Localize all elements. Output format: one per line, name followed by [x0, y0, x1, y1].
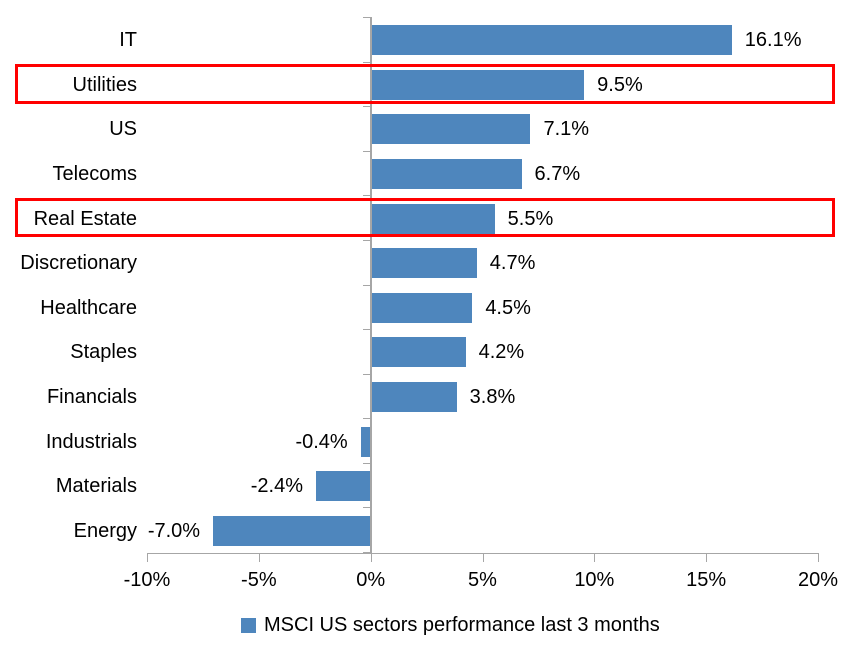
value-label-utilities: 9.5% — [597, 73, 643, 96]
category-label-telecoms: Telecoms — [52, 163, 137, 186]
bar-energy — [213, 515, 370, 546]
x-axis-tick — [706, 553, 708, 562]
value-label-staples: 4.2% — [478, 341, 525, 364]
x-axis-tick — [482, 553, 484, 562]
category-axis-tick — [362, 552, 370, 553]
legend-marker-icon — [241, 617, 256, 633]
category-axis-tick — [362, 507, 370, 509]
bar-real-estate — [371, 203, 495, 234]
legend-label: MSCI US sectors performance last 3 month… — [264, 614, 660, 636]
value-label-it: 16.1% — [744, 29, 802, 52]
x-axis-tick-label: 10% — [574, 569, 615, 591]
category-label-financials: Financials — [46, 385, 137, 408]
category-axis-tick — [362, 462, 370, 464]
category-label-real-estate: Real Estate — [33, 207, 137, 230]
category-axis-tick — [362, 106, 370, 108]
value-label-financials: 3.8% — [469, 385, 516, 408]
category-axis-tick — [362, 239, 370, 241]
category-label-staples: Staples — [70, 341, 137, 364]
zero-axis-line — [369, 17, 372, 553]
bar-industrials — [360, 426, 370, 457]
bar-us — [371, 114, 531, 145]
bar-it — [371, 25, 732, 56]
value-label-telecoms: 6.7% — [534, 163, 581, 186]
bar-healthcare — [371, 292, 473, 323]
category-label-industrials: Industrials — [45, 430, 137, 453]
category-axis-tick — [362, 61, 370, 63]
bar-discretionary — [371, 248, 477, 279]
category-axis-tick — [362, 195, 370, 197]
category-label-it: IT — [119, 29, 137, 52]
category-label-materials: Materials — [55, 475, 137, 498]
x-axis-tick-label: 15% — [686, 569, 727, 591]
x-axis-tick — [818, 553, 819, 562]
category-label-discretionary: Discretionary — [20, 252, 137, 275]
value-label-materials: -2.4% — [250, 475, 303, 498]
category-axis-tick — [362, 329, 370, 331]
value-label-discretionary: 4.7% — [489, 252, 536, 275]
highlight-box-real-estate — [15, 197, 835, 238]
bar-staples — [371, 337, 466, 368]
x-axis-tick-label: -5% — [241, 569, 277, 591]
bar-utilities — [371, 69, 585, 100]
category-label-healthcare: Healthcare — [40, 296, 137, 319]
category-label-utilities: Utilities — [72, 73, 137, 96]
category-axis-tick — [362, 150, 370, 152]
highlight-box-utilities — [15, 64, 835, 104]
x-axis-tick-label: 0% — [356, 569, 386, 591]
x-axis-tick — [147, 553, 148, 562]
value-label-us: 7.1% — [543, 118, 590, 141]
x-axis-tick-label: 20% — [797, 569, 839, 591]
bar-financials — [371, 381, 457, 412]
x-axis-tick — [594, 553, 596, 562]
category-axis-tick — [362, 373, 370, 375]
value-label-real-estate: 5.5% — [507, 207, 554, 230]
category-label-energy: Energy — [73, 519, 137, 542]
category-axis-tick — [362, 418, 370, 420]
category-axis-tick — [362, 284, 370, 286]
x-axis-tick — [370, 553, 372, 562]
value-label-energy: -7.0% — [147, 519, 201, 542]
x-axis-tick-label: 5% — [468, 569, 497, 591]
category-axis-tick — [362, 17, 370, 18]
bar-materials — [315, 471, 370, 502]
legend: MSCI US sectors performance last 3 month… — [241, 611, 660, 639]
x-axis-tick — [258, 553, 260, 562]
value-label-healthcare: 4.5% — [485, 296, 531, 319]
bar-telecoms — [371, 159, 522, 190]
category-label-us: US — [109, 118, 137, 141]
x-axis-tick-label: -10% — [123, 569, 171, 591]
value-label-industrials: -0.4% — [295, 430, 348, 453]
